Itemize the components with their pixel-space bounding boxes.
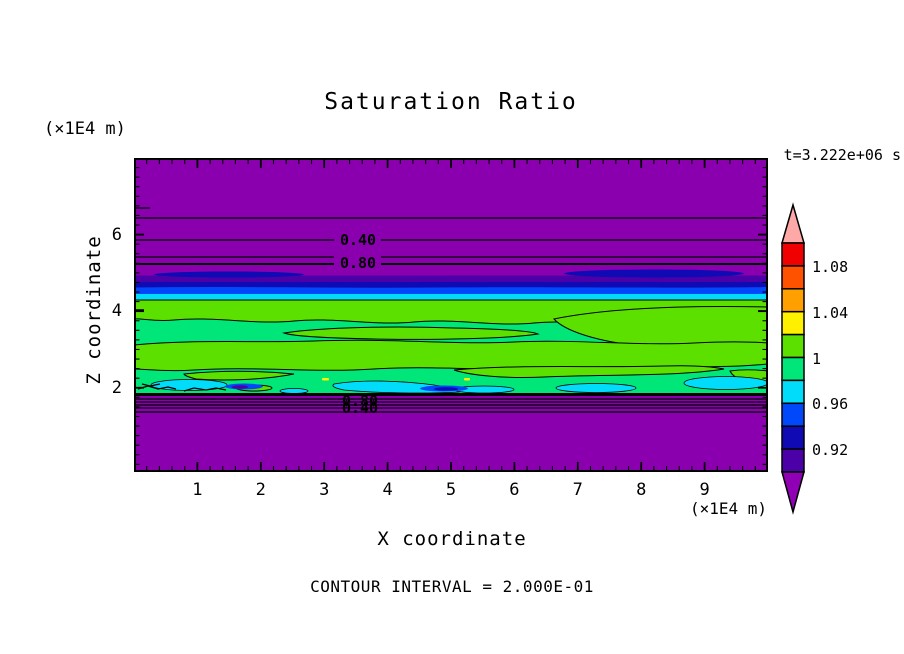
contour-labels: 0.40 0.80 0.80 0.40: [334, 231, 381, 417]
xtick-label: 4: [382, 480, 393, 500]
plot-frame: [134, 158, 768, 472]
xtick-label: 6: [509, 480, 520, 500]
colorbar: [781, 202, 805, 515]
saturated-band: [134, 299, 768, 394]
cbar-label: 1.08: [812, 257, 849, 276]
xtick-label: 8: [636, 480, 647, 500]
xtick-label: 3: [319, 480, 330, 500]
cbar-label: 0.92: [812, 441, 849, 460]
contour-label-080-lower: 0.80: [342, 392, 378, 410]
page-title: Saturation Ratio: [324, 89, 578, 115]
y-axis-unit-label: (×1E4 m): [44, 119, 126, 139]
xtick-label: 7: [572, 480, 583, 500]
transition-stripes: [134, 269, 768, 301]
ytick-label: 4: [111, 301, 122, 322]
xtick-label: 9: [699, 480, 710, 500]
contour-label-080-upper: 0.80: [340, 254, 376, 272]
colorbar-segments: [781, 202, 805, 515]
ytick-label: 6: [111, 224, 122, 245]
ytick-label: 2: [111, 377, 122, 398]
x-axis-unit-label: (×1E4 m): [690, 499, 768, 518]
contour-interval-note: CONTOUR INTERVAL = 2.000E-01: [310, 577, 594, 596]
lower-contour-lines: [134, 393, 768, 413]
xtick-label: 5: [445, 480, 457, 500]
contour-plot-canvas: 0.40 0.80 0.80 0.40: [134, 158, 768, 472]
cbar-label: 1.04: [812, 303, 849, 322]
x-axis-title: X coordinate: [377, 528, 527, 550]
cbar-label: 0.96: [812, 395, 849, 414]
xtick-label: 1: [192, 480, 203, 500]
contour-label-040-upper: 0.40: [340, 231, 376, 249]
upper-contour-lines: [134, 207, 768, 266]
xtick-label: 2: [255, 480, 266, 500]
time-stamp-label: t=3.222e+06 s: [783, 146, 901, 164]
cbar-label: 1: [812, 349, 822, 368]
contour-label-040-lower: 0.40: [342, 399, 378, 417]
